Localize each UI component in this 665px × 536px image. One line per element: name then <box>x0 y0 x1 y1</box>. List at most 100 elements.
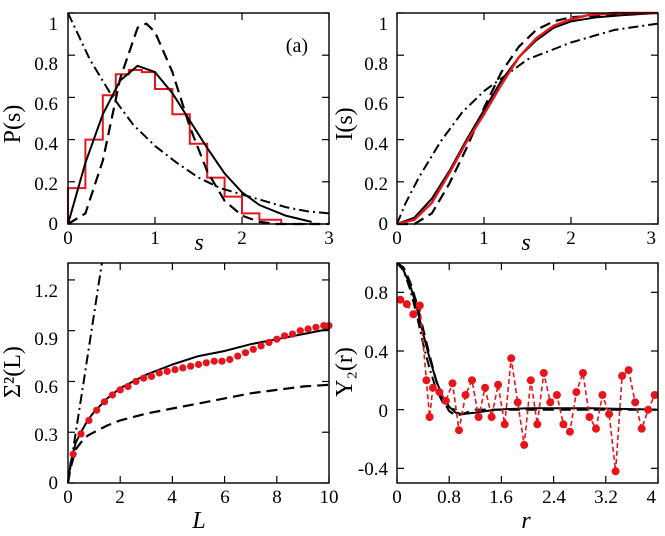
y2-series-3-point-27 <box>565 427 574 436</box>
y2-series-3-point-38 <box>637 424 646 433</box>
y2-xticklabel-4: 3.2 <box>594 487 618 508</box>
y2-xticklabel-1: 0.8 <box>437 487 461 508</box>
y2-series-3-point-11 <box>461 391 470 399</box>
sigma-series-3-point-32 <box>320 322 328 330</box>
y2-series-3-point-21 <box>526 376 535 385</box>
y2-series-3-point-18 <box>507 354 516 363</box>
sigma-series-3-point-23 <box>249 345 257 353</box>
sigma-series-3-point-1 <box>77 430 85 438</box>
sigma-xticklabel-5: 10 <box>320 487 339 508</box>
ps-yticklabel-2: 0.4 <box>34 134 58 155</box>
y2-plot-area <box>396 262 659 483</box>
y2-series-3-point-25 <box>552 391 561 399</box>
ps-series-0 <box>67 12 330 215</box>
is-xlabel: s <box>521 230 530 256</box>
y2-yticklabel-2: 0.4 <box>364 342 388 363</box>
ps-yticklabel-0: 0 <box>49 214 59 235</box>
y2-series-3-point-23 <box>539 369 548 377</box>
sigma-series-3-point-29 <box>296 327 304 335</box>
y2-frame <box>396 262 659 484</box>
sigma-series-3-point-2 <box>85 416 93 424</box>
ps-xticklabel-1: 1 <box>150 228 160 249</box>
sigma-xticklabel-2: 4 <box>167 487 177 508</box>
sigma-yticklabel-0: 0 <box>49 473 59 494</box>
y2-series-3-point-17 <box>500 420 509 429</box>
y2-series-3-point-16 <box>494 380 503 389</box>
sigma-series-1 <box>67 328 330 484</box>
y2-series-3-point-40 <box>650 391 659 399</box>
panel-sigma: Σ²(L) L 0 0.3 0.6 0.9 1.2 0 2 4 6 8 10 <box>0 262 339 534</box>
sigma-xticklabel-0: 0 <box>63 487 73 508</box>
sigma-series-3-point-22 <box>241 349 250 357</box>
sigma-ylabel: Σ²(L) <box>0 346 26 398</box>
ps-ylabel: P(s) <box>0 105 26 144</box>
sigma-series-3-point-5 <box>108 391 116 399</box>
y2-series-3-point-7 <box>435 388 444 397</box>
y2-series-3-point-15 <box>487 413 496 421</box>
sigma-series-3-point-24 <box>257 342 265 350</box>
panel-label: (a) <box>286 35 308 57</box>
panel-y2: Y₂(r) r -0.4 0 0.4 0.8 0 0.8 1.6 2.4 3.2… <box>332 262 659 534</box>
is-series-0 <box>396 22 659 225</box>
sigma-series-3-point-31 <box>312 323 320 331</box>
sigma-series-3-point-7 <box>124 382 132 391</box>
sigma-series-3-point-4 <box>100 398 109 406</box>
y2-series-3-point-3 <box>415 301 424 310</box>
y2-series-3-point-4 <box>422 376 431 385</box>
y2-series-3-point-37 <box>631 398 640 407</box>
sigma-yticklabel-3: 0.9 <box>34 329 58 350</box>
y2-xticklabel-3: 2.4 <box>542 487 566 508</box>
sigma-plot-area <box>66 262 333 484</box>
y2-series-3-point-20 <box>520 440 529 449</box>
y2-series-3-point-33 <box>605 410 614 419</box>
sigma-series-3-point-27 <box>281 332 289 340</box>
y2-series-3-point-2 <box>409 310 418 319</box>
is-xticklabel-2: 2 <box>566 228 576 249</box>
y2-series-3-point-19 <box>513 398 522 407</box>
sigma-series-3-point-25 <box>265 338 273 347</box>
ps-plot-area <box>67 12 330 226</box>
sigma-xticklabel-3: 6 <box>220 487 230 508</box>
sigma-xticklabel-1: 2 <box>115 487 125 508</box>
is-yticklabel-5: 1 <box>379 14 389 35</box>
sigma-series-3-point-28 <box>288 330 297 338</box>
sigma-series-3-point-9 <box>140 374 148 382</box>
is-plot-area <box>396 11 659 226</box>
is-yticklabel-4: 0.8 <box>364 54 388 75</box>
y2-yticklabel-0: -0.4 <box>358 459 389 480</box>
sigma-series-2 <box>66 383 330 484</box>
y2-series-3-point-8 <box>441 396 450 405</box>
sigma-series-3-point-6 <box>116 386 124 394</box>
y2-series-3-point-5 <box>425 413 434 421</box>
sigma-series-3-point-20 <box>226 355 234 364</box>
sigma-series-3-point-17 <box>202 359 210 367</box>
y2-series-3-point-1 <box>402 300 411 309</box>
y2-series-3-point-30 <box>585 413 594 421</box>
sigma-series-3-point-10 <box>147 372 156 380</box>
y2-series-3-point-39 <box>644 405 653 414</box>
sigma-series-3-point-8 <box>132 377 140 386</box>
sigma-frame <box>67 262 330 484</box>
y2-series-3-point-34 <box>611 467 620 476</box>
sigma-series-3-point-26 <box>273 335 281 343</box>
sigma-series-3-point-12 <box>163 367 171 375</box>
ps-series-2 <box>67 64 312 225</box>
is-ylabel: I(s) <box>332 107 358 140</box>
y2-series-3-point-14 <box>481 383 490 392</box>
is-xticklabel-1: 1 <box>479 228 489 249</box>
y2-xticklabel-0: 0 <box>392 487 402 508</box>
y2-series-3-point-28 <box>572 388 581 397</box>
ps-yticklabel-4: 0.8 <box>34 54 58 75</box>
ps-xlabel: s <box>194 230 203 256</box>
ps-frame <box>67 12 330 225</box>
is-yticklabel-0: 0 <box>379 214 389 235</box>
sigma-series-0 <box>67 262 103 484</box>
is-yticklabel-3: 0.6 <box>364 94 388 115</box>
y2-xlabel: r <box>521 508 531 534</box>
sigma-series-3-point-13 <box>171 366 179 374</box>
ps-histogram <box>67 69 308 225</box>
ps-xticklabel-2: 2 <box>237 228 247 249</box>
y2-series-3-point-9 <box>448 379 457 388</box>
ps-yticklabel-1: 0.2 <box>34 174 58 195</box>
sigma-series-3-point-3 <box>93 406 101 414</box>
